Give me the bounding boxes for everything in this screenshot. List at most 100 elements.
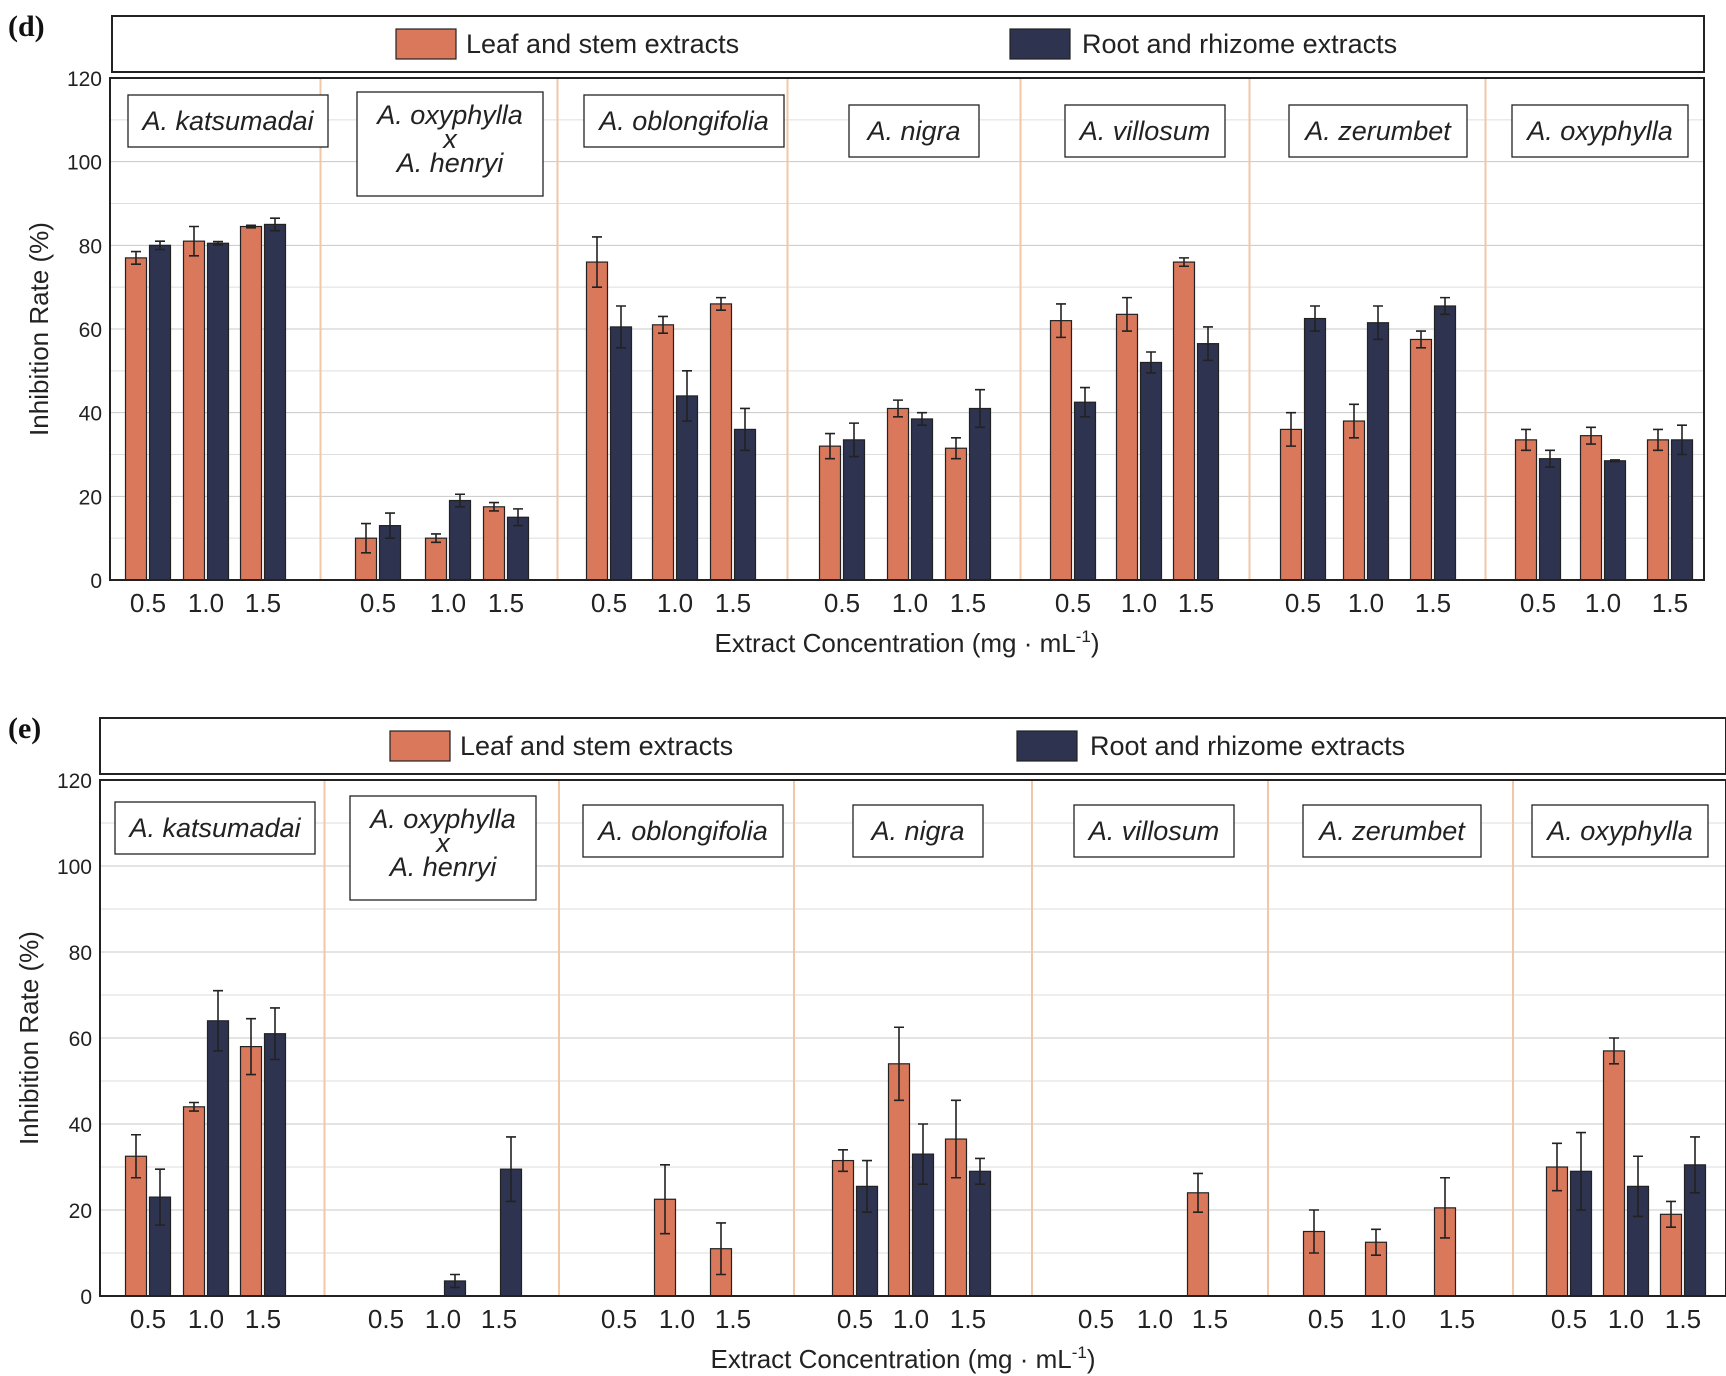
error-bar <box>489 501 499 512</box>
species-label-box <box>349 795 537 901</box>
species-label: A. oxyphylla <box>1525 116 1673 146</box>
bar-root <box>1139 361 1163 581</box>
x-tick-label: 1.5 <box>715 588 751 618</box>
species-label: A. oxyphylla <box>375 100 523 130</box>
x-tick-label: 1.5 <box>1439 1304 1475 1334</box>
x-tick-label: 0.5 <box>130 588 166 618</box>
error-bar <box>1203 326 1213 362</box>
error-bar <box>951 1099 961 1179</box>
species-label-box <box>1531 804 1709 858</box>
x-axis-title: Extract Concentration (mg · mL-1) <box>714 627 1099 658</box>
group-5: A. zerumbet <box>1279 104 1468 581</box>
error-bar <box>716 296 726 311</box>
group-2: A. oblongifolia <box>583 94 785 581</box>
error-bar <box>1633 1155 1643 1218</box>
y-tick-label: 20 <box>69 1200 92 1223</box>
chart-panel-0: (d) Leaf and stem extracts Root and rhizom… <box>8 10 1705 658</box>
species-label: A. oxyphylla <box>368 804 516 834</box>
error-bar <box>1666 1200 1676 1228</box>
bar-root <box>506 516 530 581</box>
bar-leaf <box>1514 439 1538 581</box>
x-tick-label: 1.5 <box>950 1304 986 1334</box>
group-5: A. zerumbet <box>1302 804 1482 1297</box>
error-bar <box>1373 305 1383 341</box>
error-bar <box>740 407 750 452</box>
chart-panel-1: (e) Leaf and stem extracts Root and rhizom… <box>8 712 1726 1374</box>
species-label: A. nigra <box>869 816 964 846</box>
error-bar <box>131 1133 141 1179</box>
error-bar <box>1310 305 1320 332</box>
x-tick-label: 1.5 <box>1665 1304 1701 1334</box>
bar-leaf <box>182 240 206 581</box>
species-label: A. henryi <box>395 148 505 178</box>
error-bar <box>1349 403 1359 439</box>
group-6: A. oxyphylla <box>1531 804 1709 1297</box>
species-label-box <box>583 94 785 148</box>
legend-swatch-root <box>1016 730 1078 762</box>
group-6: A. oxyphylla <box>1511 104 1694 581</box>
error-bar <box>1056 303 1066 339</box>
y-axis-title: Inhibition Rate (%) <box>24 222 54 436</box>
legend-swatch-leaf <box>389 730 451 762</box>
bar-root <box>1603 460 1627 581</box>
species-label: A. villosum <box>1087 816 1220 846</box>
error-bar <box>1080 386 1090 418</box>
y-tick-label: 100 <box>67 152 102 175</box>
x-axis-title-end: ) <box>1091 628 1100 658</box>
bar-leaf <box>818 445 842 581</box>
species-label: A. oblongifolia <box>597 106 769 136</box>
x-tick-label: 0.5 <box>130 1304 166 1334</box>
error-bar <box>1552 1142 1562 1192</box>
bar-root <box>910 418 934 581</box>
x-tick-label: 1.5 <box>245 1304 281 1334</box>
y-tick-label: 120 <box>67 68 102 91</box>
y-tick-label: 80 <box>79 235 102 258</box>
error-bar <box>1609 1037 1619 1065</box>
error-bar <box>189 1101 199 1112</box>
error-bar <box>1521 428 1531 452</box>
error-bar <box>716 1222 726 1276</box>
x-tick-label: 1.0 <box>188 1304 224 1334</box>
bar-leaf <box>944 447 968 581</box>
species-label: A. zerumbet <box>1303 116 1452 146</box>
error-bar <box>1653 428 1663 452</box>
x-tick-label: 1.0 <box>430 588 466 618</box>
species-label-box <box>582 804 784 858</box>
legend-label-leaf: Leaf and stem extracts <box>466 29 739 59</box>
species-label-box <box>356 91 544 197</box>
error-bar <box>506 1136 516 1203</box>
bar-leaf <box>1049 320 1073 581</box>
y-tick-label: 60 <box>69 1028 92 1051</box>
species-label: A. katsumadai <box>127 813 301 843</box>
bar-leaf <box>424 537 448 581</box>
bar-root <box>263 223 287 581</box>
error-bar <box>1440 1176 1450 1239</box>
error-bar <box>1610 459 1620 463</box>
error-bar <box>450 1273 460 1289</box>
x-tick-label: 1.0 <box>188 588 224 618</box>
species-label-box <box>1302 804 1482 858</box>
bar-root <box>1196 343 1220 581</box>
species-label-box <box>127 94 329 148</box>
error-bar <box>682 370 692 422</box>
plot-frame <box>109 77 1705 581</box>
x-tick-label: 1.5 <box>1192 1304 1228 1334</box>
x-tick-label: 0.5 <box>837 1304 873 1334</box>
error-bar <box>385 512 395 539</box>
legend-swatch-root <box>1009 28 1071 60</box>
error-bar <box>894 1026 904 1102</box>
x-tick-label: 1.5 <box>1415 588 1451 618</box>
species-label-box <box>848 104 980 158</box>
x-tick-label: 0.5 <box>368 1304 404 1334</box>
error-bar <box>838 1149 848 1173</box>
x-tick-label: 0.5 <box>1078 1304 1114 1334</box>
bar-root <box>609 326 633 581</box>
bar-root <box>968 407 992 581</box>
error-bar <box>1416 330 1426 349</box>
species-label: x <box>441 124 458 154</box>
legend-swatch-leaf <box>395 28 457 60</box>
y-axis-title: Inhibition Rate (%) <box>14 931 44 1145</box>
error-bar <box>1586 426 1596 445</box>
bar-root <box>148 244 172 581</box>
